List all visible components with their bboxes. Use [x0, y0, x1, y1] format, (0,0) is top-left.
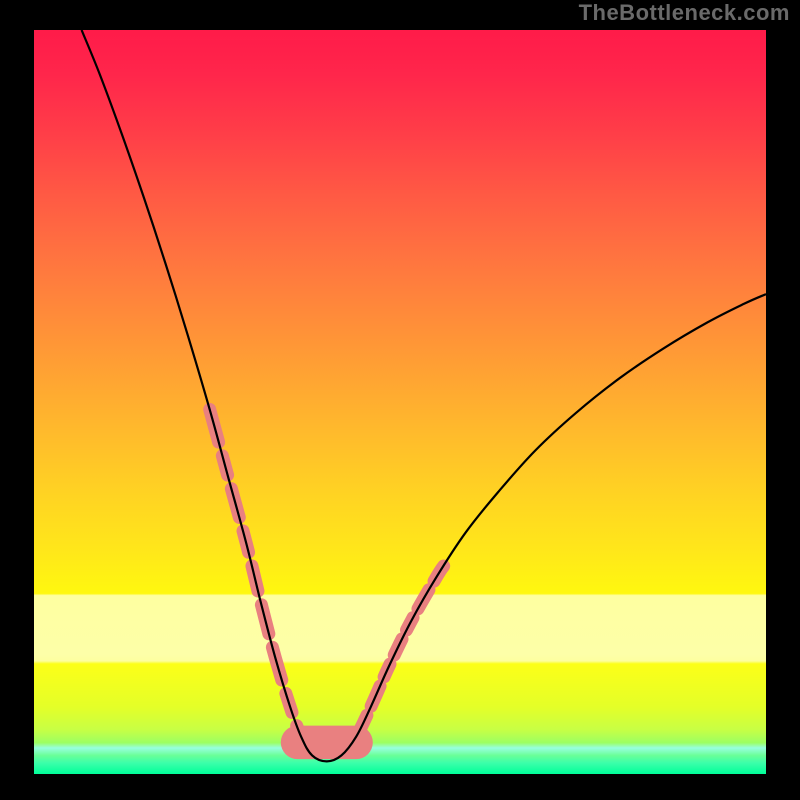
watermark-text: TheBottleneck.com	[579, 0, 790, 26]
chart-container: TheBottleneck.com	[0, 0, 800, 800]
bottleneck-curve-chart	[0, 0, 800, 800]
plot-background	[34, 30, 766, 774]
